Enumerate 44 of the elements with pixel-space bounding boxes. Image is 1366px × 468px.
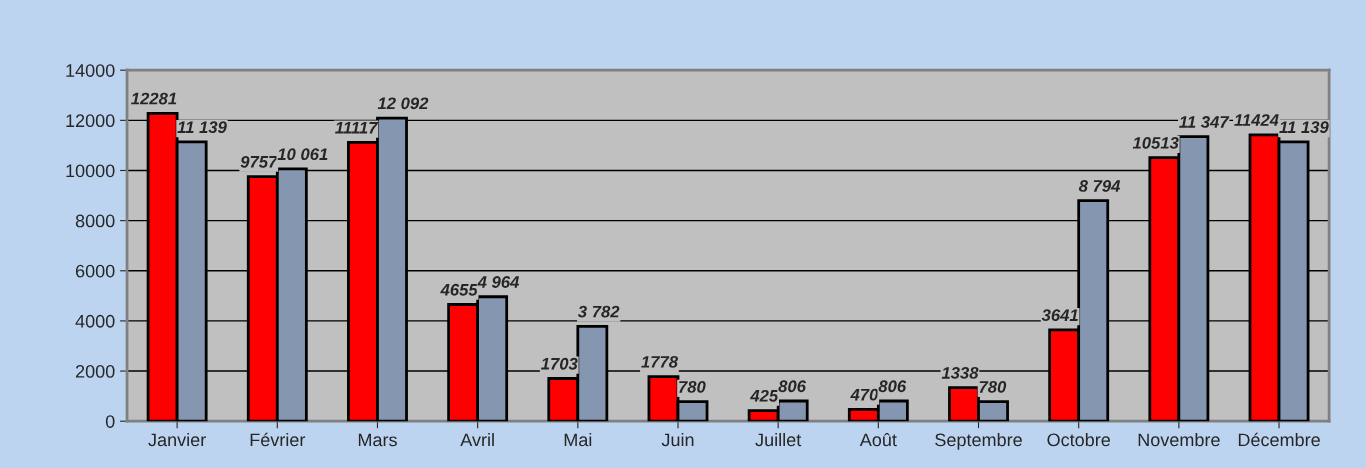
data-label: 11 139	[177, 121, 227, 134]
y-tick-label: 6000	[75, 264, 115, 278]
x-tick-label: Mai	[564, 433, 592, 447]
y-tick-label: 4000	[75, 314, 115, 328]
data-label: 10 061	[277, 148, 328, 161]
data-label: 1338	[941, 367, 979, 379]
x-tick-label: Août	[859, 432, 897, 447]
x-tick-label: Avril	[460, 433, 494, 447]
x-tick-label: Février	[250, 432, 306, 447]
data-label: 806	[878, 380, 907, 393]
y-tick-label: 2000	[75, 364, 115, 378]
data-label: 4655	[440, 283, 478, 296]
data-label: 780	[979, 380, 1007, 393]
data-label: 470	[850, 388, 879, 401]
data-label: 11 347	[1179, 116, 1230, 128]
data-label: 9757	[240, 155, 278, 168]
data-label: 3 782	[577, 305, 620, 318]
data-label: 10513	[1132, 136, 1179, 149]
data-label: 11424	[1234, 114, 1279, 126]
x-tick-label: Juin	[661, 433, 694, 447]
data-label: 1778	[641, 355, 678, 368]
x-tick-label: Novembre	[1138, 433, 1220, 447]
data-label: 12 092	[377, 97, 429, 110]
x-tick-label: Décembre	[1238, 432, 1320, 447]
data-label: 780	[679, 380, 706, 393]
y-tick-label: 8000	[75, 214, 115, 228]
data-label: 8 794	[1078, 180, 1121, 192]
data-label: 11 139	[1279, 121, 1329, 134]
data-label: 12281	[131, 92, 177, 105]
x-tick-label: Septembre	[935, 433, 1022, 450]
x-tick-label: Juillet	[755, 433, 802, 447]
data-label: 3641	[1041, 309, 1078, 322]
data-label: 806	[778, 380, 807, 393]
data-label: 425	[750, 389, 779, 402]
data-label: 1703	[541, 357, 578, 370]
x-tick-label: Mars	[358, 433, 397, 447]
data-label: 4 964	[477, 276, 520, 288]
y-tick-label: 10000	[66, 164, 115, 178]
x-tick-label: Janvier	[148, 433, 206, 447]
y-tick-label: 14000	[66, 64, 115, 77]
y-tick-label: 12000	[66, 114, 115, 128]
data-label: 11117	[335, 122, 379, 134]
y-tick-label: 0	[105, 415, 115, 428]
x-tick-label: Octobre	[1047, 433, 1110, 447]
